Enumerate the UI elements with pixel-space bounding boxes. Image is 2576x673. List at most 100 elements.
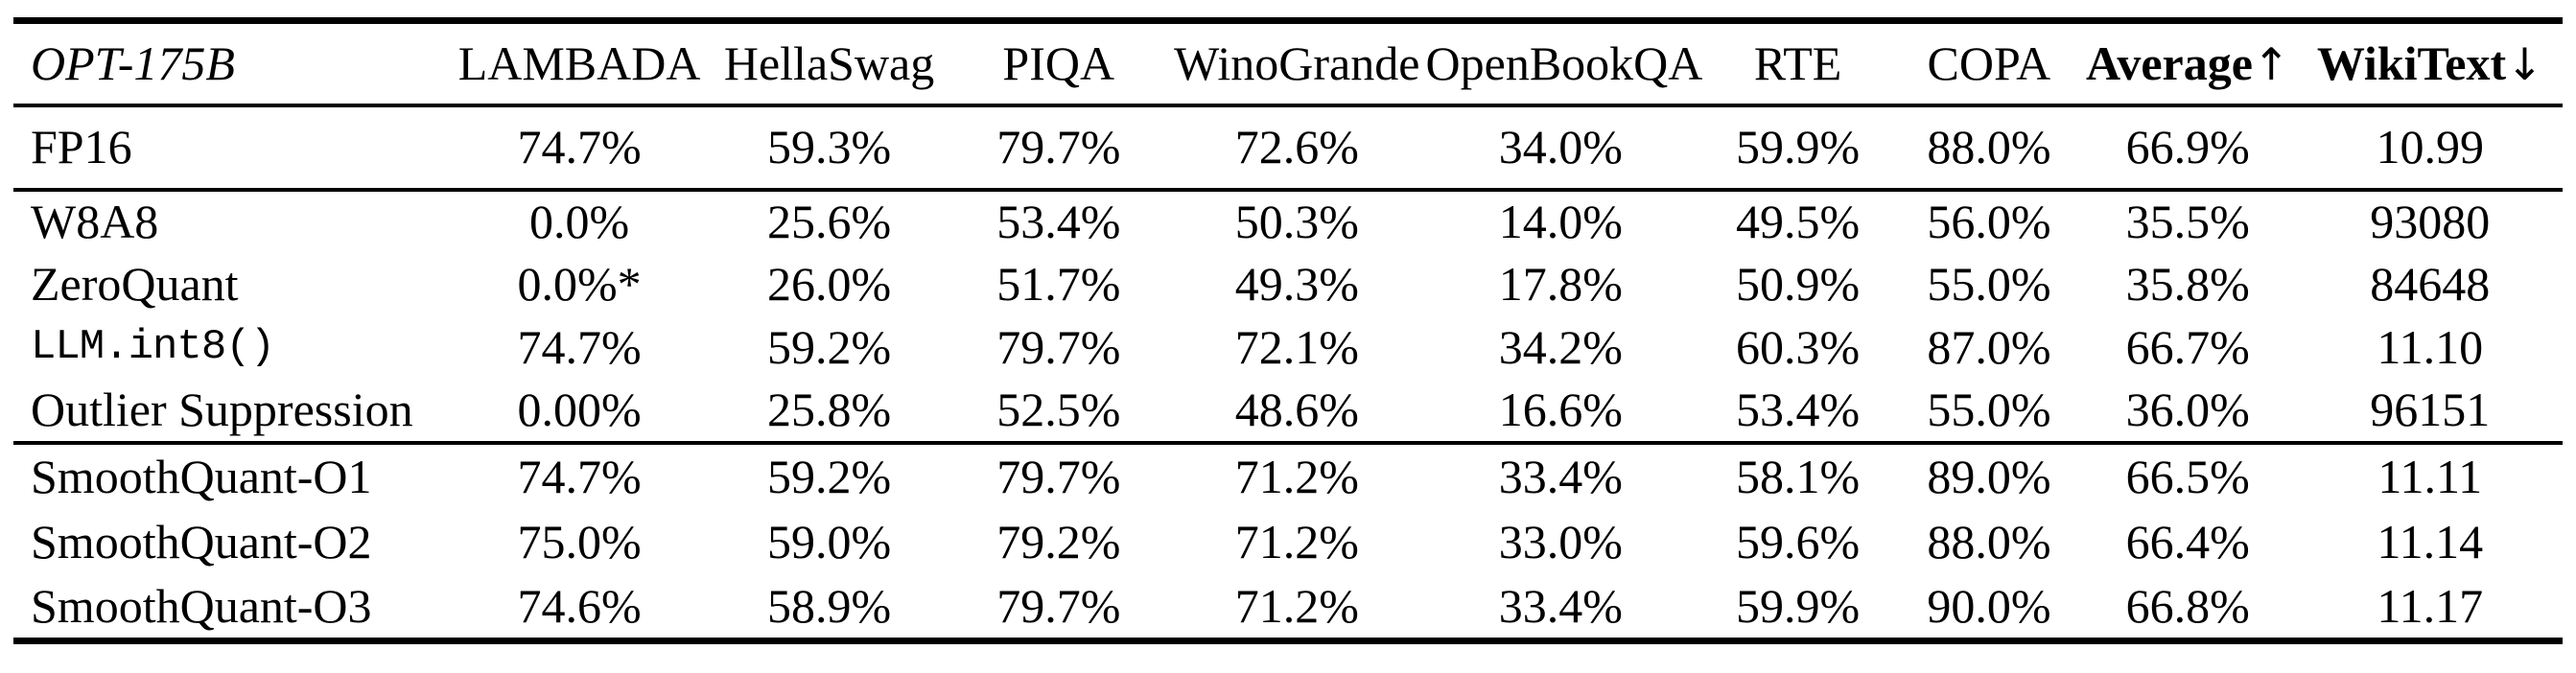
table-cell: 58.9%	[766, 578, 892, 633]
table-cell: 93080	[2370, 195, 2491, 248]
col-header-piqa: PIQA	[948, 21, 1168, 105]
table-cell: 66.5%	[2125, 449, 2250, 503]
table-cell: 90.0%	[1927, 578, 2051, 633]
section-baselines: W8A8 0.0% 25.6% 53.4% 50.3% 14.0% 49.5% …	[13, 190, 2563, 443]
table-cell: 53.4%	[1735, 383, 1861, 436]
table-cell: 49.3%	[1234, 257, 1359, 311]
table-row-zeroquant: ZeroQuant 0.0%* 26.0% 51.7% 49.3% 17.8% …	[13, 253, 2563, 316]
section-smoothquant: SmoothQuant-O1 74.7% 59.2% 79.7% 71.2% 3…	[13, 443, 2563, 641]
table-cell: 66.8%	[2125, 578, 2250, 633]
table-cell: 66.7%	[2125, 320, 2250, 374]
table-cell: 48.6%	[1234, 383, 1359, 436]
table-cell: 55.0%	[1927, 383, 2051, 436]
table-cell: 17.8%	[1498, 257, 1623, 311]
table-cell: 0.0%	[529, 195, 630, 248]
table-header: OPT-175B LAMBADA HellaSwag PIQA WinoGran…	[13, 21, 2563, 105]
table-cell: 59.6%	[1735, 514, 1861, 569]
col-header-model: OPT-175B	[31, 35, 235, 90]
table-cell: 59.9%	[1735, 578, 1861, 633]
table-cell: 74.6%	[517, 578, 642, 633]
method-name: W8A8	[31, 195, 159, 248]
table-cell: 35.5%	[2125, 195, 2250, 248]
table-cell: 14.0%	[1498, 195, 1623, 248]
table-cell: 71.2%	[1234, 578, 1359, 633]
table-cell: 33.0%	[1498, 514, 1623, 569]
method-name: LLM.int8()	[31, 323, 275, 372]
table-cell: 79.7%	[996, 120, 1121, 174]
table-cell: 59.0%	[766, 514, 892, 569]
col-header-hellaswag: HellaSwag	[710, 21, 949, 105]
table-cell: 49.5%	[1735, 195, 1861, 248]
table-cell: 59.2%	[766, 320, 892, 374]
method-name: SmoothQuant-O1	[31, 449, 372, 503]
table-cell: 72.1%	[1234, 320, 1359, 374]
col-header-label: HellaSwag	[723, 35, 935, 90]
table-cell: 74.7%	[517, 449, 642, 503]
table-row-smoothquant-o1: SmoothQuant-O1 74.7% 59.2% 79.7% 71.2% 3…	[13, 443, 2563, 509]
table-cell: 34.0%	[1498, 120, 1623, 174]
method-name: SmoothQuant-O3	[31, 578, 372, 633]
table-cell: 52.5%	[996, 383, 1121, 436]
table-cell: 79.7%	[996, 578, 1121, 633]
col-header-openbookqa: OpenBookQA	[1426, 21, 1703, 105]
table-cell: 66.4%	[2125, 514, 2250, 569]
table-cell: 56.0%	[1927, 195, 2051, 248]
col-header-label: LAMBADA	[457, 35, 701, 90]
table-cell: 88.0%	[1927, 120, 2051, 174]
table-cell: 87.0%	[1927, 320, 2051, 374]
col-header-label: OpenBookQA	[1425, 35, 1703, 90]
table-cell: 71.2%	[1234, 449, 1359, 503]
table-cell: 16.6%	[1498, 383, 1623, 436]
table-cell: 53.4%	[996, 195, 1121, 248]
results-table: OPT-175B LAMBADA HellaSwag PIQA WinoGran…	[13, 17, 2563, 644]
col-header-lambada: LAMBADA	[450, 21, 710, 105]
table-cell: 59.3%	[766, 120, 892, 174]
table-cell: 35.8%	[2125, 257, 2250, 311]
col-header-copa: COPA	[1900, 21, 2078, 105]
table-cell: 74.7%	[517, 320, 642, 374]
table-cell: 96151	[2370, 383, 2491, 436]
table-cell: 59.2%	[766, 449, 892, 503]
table-row-outlier-suppression: Outlier Suppression 0.00% 25.8% 52.5% 48…	[13, 380, 2563, 443]
table-row-llm-int8: LLM.int8() 74.7% 59.2% 79.7% 72.1% 34.2%…	[13, 316, 2563, 380]
col-header-winogrande: WinoGrande	[1168, 21, 1425, 105]
col-header-label: RTE	[1753, 35, 1842, 90]
col-header-label: PIQA	[1002, 35, 1115, 90]
table-cell: 60.3%	[1735, 320, 1861, 374]
table-cell: 11.10	[2377, 320, 2484, 374]
table-cell: 88.0%	[1927, 514, 2051, 569]
table-cell: 25.8%	[766, 383, 892, 436]
table-cell: 50.3%	[1234, 195, 1359, 248]
table-cell: 0.00%	[517, 383, 642, 436]
table-cell: 59.9%	[1735, 120, 1861, 174]
table-cell: 33.4%	[1498, 578, 1623, 633]
table-cell: 11.11	[2377, 449, 2483, 503]
col-header-label: Average	[2085, 35, 2253, 90]
col-header-label: WikiText	[2316, 35, 2507, 90]
table-cell: 74.7%	[517, 120, 642, 174]
table-cell: 51.7%	[996, 257, 1121, 311]
col-header-average: Average↑	[2078, 21, 2298, 105]
table-cell: 79.2%	[996, 514, 1121, 569]
table-row-smoothquant-o2: SmoothQuant-O2 75.0% 59.0% 79.2% 71.2% 3…	[13, 509, 2563, 575]
table-cell: 72.6%	[1234, 120, 1359, 174]
col-header-label: COPA	[1927, 35, 2051, 90]
down-arrow-icon: ↓	[2506, 37, 2543, 90]
table-cell: 75.0%	[517, 514, 642, 569]
table-cell: 79.7%	[996, 320, 1121, 374]
header-row: OPT-175B LAMBADA HellaSwag PIQA WinoGran…	[13, 21, 2563, 105]
method-name: SmoothQuant-O2	[31, 514, 372, 569]
col-header-label: WinoGrande	[1174, 35, 1420, 90]
table-cell: 26.0%	[766, 257, 892, 311]
table-cell: 66.9%	[2125, 120, 2250, 174]
table-cell: 11.17	[2377, 578, 2484, 633]
table-row-w8a8: W8A8 0.0% 25.6% 53.4% 50.3% 14.0% 49.5% …	[13, 190, 2563, 253]
method-name: Outlier Suppression	[31, 383, 413, 436]
table-cell: 50.9%	[1735, 257, 1861, 311]
method-name: ZeroQuant	[31, 257, 239, 311]
table-cell: 89.0%	[1927, 449, 2051, 503]
col-header-wikitext: WikiText↓	[2298, 21, 2564, 105]
table-cell: 33.4%	[1498, 449, 1623, 503]
table-cell: 0.0%*	[517, 257, 642, 311]
